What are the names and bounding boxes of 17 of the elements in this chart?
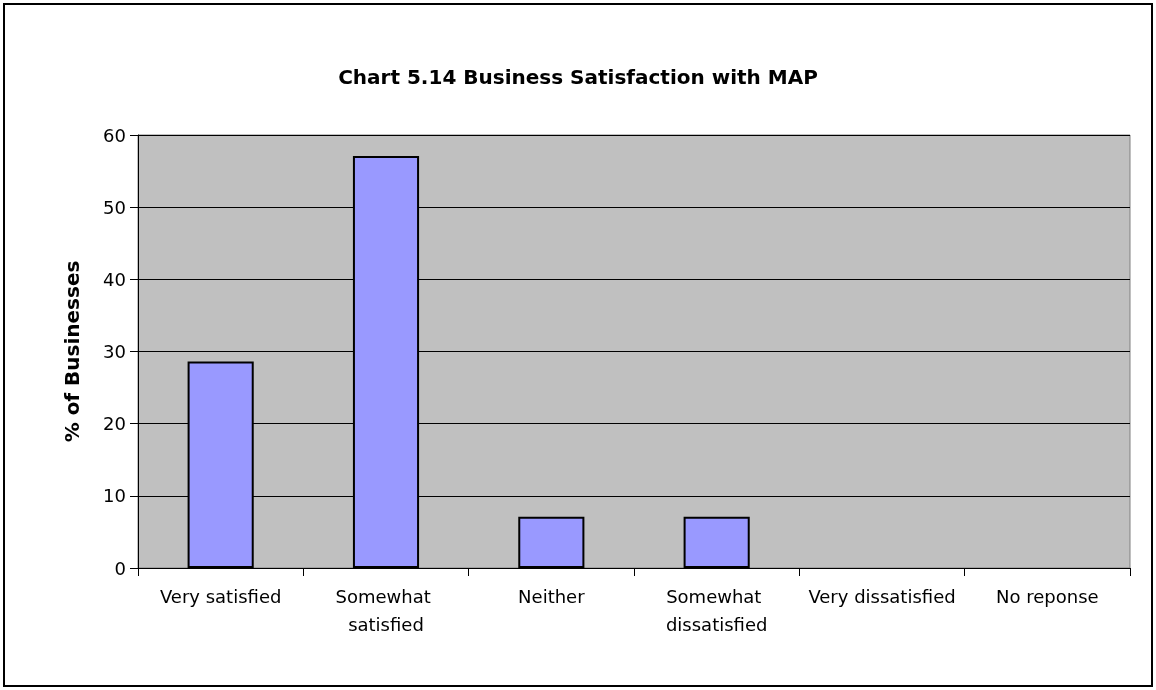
y-tick-label: 20 <box>103 413 126 435</box>
x-tick-label: Somewhat dissatisfied <box>665 585 768 635</box>
bar <box>518 516 585 568</box>
chart-title: Chart 5.14 Business Satisfaction with MAP <box>338 65 818 89</box>
y-tick-label: 30 <box>103 341 126 362</box>
y-tick-label: 10 <box>103 485 126 507</box>
x-tick-label: Somewhat satisfied <box>335 585 437 635</box>
x-tick-label: Very dissatisfied <box>808 585 956 607</box>
x-tick-label: Neither <box>518 585 586 607</box>
y-axis-title: % of Businesses <box>60 260 84 443</box>
y-tick-label: 40 <box>103 268 126 290</box>
x-tick-label: Very satisfied <box>159 585 282 607</box>
y-tick-label: 0 <box>114 557 126 579</box>
y-tick-label: 60 <box>103 124 126 146</box>
x-tick-label: No reponse <box>996 585 1099 607</box>
bar <box>683 516 750 568</box>
y-tick-label: 50 <box>103 196 126 218</box>
